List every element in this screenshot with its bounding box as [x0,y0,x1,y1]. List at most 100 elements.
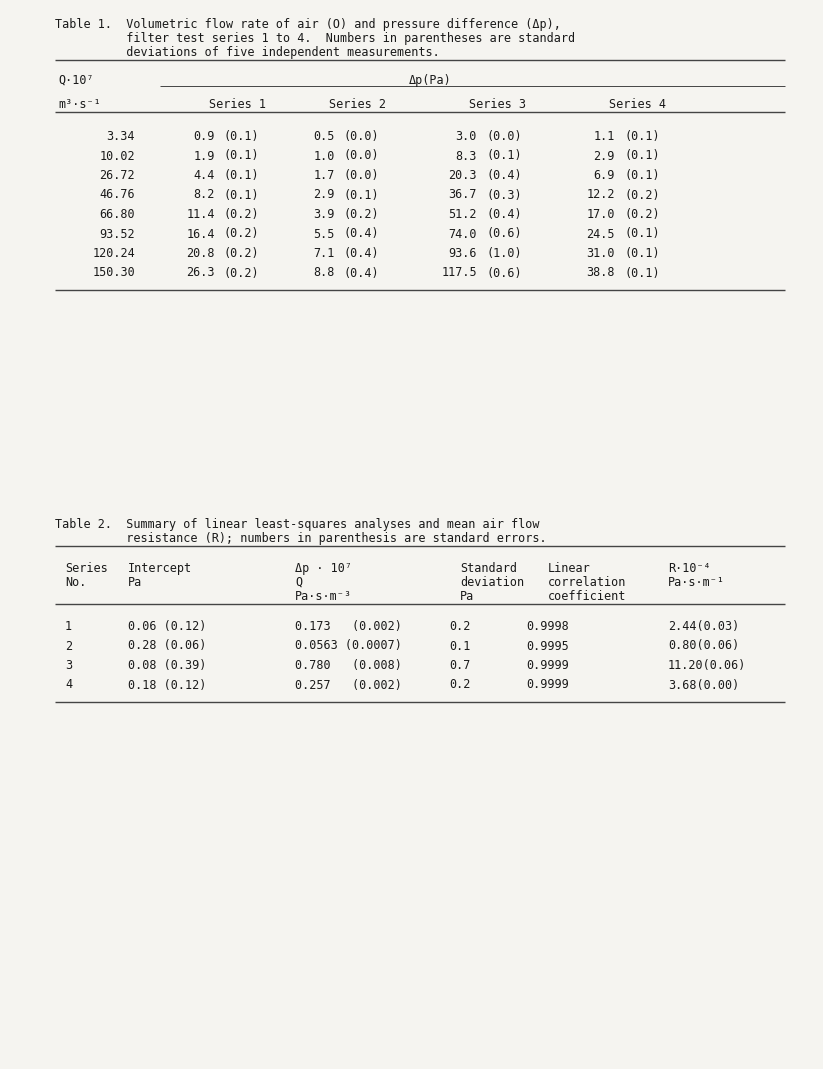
Text: 3.68(0.00): 3.68(0.00) [668,679,739,692]
Text: deviations of five independent measurements.: deviations of five independent measureme… [55,46,439,59]
Text: filter test series 1 to 4.  Numbers in parentheses are standard: filter test series 1 to 4. Numbers in pa… [55,32,575,45]
Text: Δp · 10⁷: Δp · 10⁷ [295,562,352,575]
Text: 0.0563 (0.0007): 0.0563 (0.0007) [295,639,402,652]
Text: 1.9: 1.9 [193,150,215,162]
Text: (0.0): (0.0) [344,130,379,143]
Text: 11.20(0.06): 11.20(0.06) [668,659,746,672]
Text: correlation: correlation [548,576,626,589]
Text: 38.8: 38.8 [587,266,615,279]
Text: Pa·s·m⁻¹: Pa·s·m⁻¹ [668,576,725,589]
Text: 5.5: 5.5 [314,228,335,241]
Text: 0.7: 0.7 [449,659,471,672]
Text: 0.2: 0.2 [449,620,471,633]
Text: (0.2): (0.2) [224,228,259,241]
Text: 6.9: 6.9 [593,169,615,182]
Text: (0.1): (0.1) [224,150,259,162]
Text: 36.7: 36.7 [449,188,477,201]
Text: 0.08 (0.39): 0.08 (0.39) [128,659,207,672]
Text: (0.4): (0.4) [344,266,379,279]
Text: 66.80: 66.80 [100,208,135,221]
Text: Linear: Linear [548,562,591,575]
Text: 51.2: 51.2 [449,208,477,221]
Text: 2.9: 2.9 [593,150,615,162]
Text: 0.1: 0.1 [449,639,471,652]
Text: 0.257   (0.002): 0.257 (0.002) [295,679,402,692]
Text: 1.7: 1.7 [314,169,335,182]
Text: Δp(Pa): Δp(Pa) [409,74,451,87]
Text: Pa: Pa [460,590,474,603]
Text: 10.02: 10.02 [100,150,135,162]
Text: 12.2: 12.2 [587,188,615,201]
Text: 3.34: 3.34 [106,130,135,143]
Text: (0.2): (0.2) [224,208,259,221]
Text: 0.9: 0.9 [193,130,215,143]
Text: 1.0: 1.0 [314,150,335,162]
Text: 8.2: 8.2 [193,188,215,201]
Text: No.: No. [65,576,86,589]
Text: R·10⁻⁴: R·10⁻⁴ [668,562,711,575]
Text: (0.0): (0.0) [344,169,379,182]
Text: deviation: deviation [460,576,524,589]
Text: 1.1: 1.1 [593,130,615,143]
Text: 4: 4 [65,679,72,692]
Text: (0.2): (0.2) [625,188,661,201]
Text: Q·10⁷: Q·10⁷ [58,74,94,87]
Text: (0.4): (0.4) [487,169,523,182]
Text: (0.1): (0.1) [625,266,661,279]
Text: resistance (R); numbers in parenthesis are standard errors.: resistance (R); numbers in parenthesis a… [55,532,546,545]
Text: (0.1): (0.1) [625,247,661,260]
Text: (0.1): (0.1) [625,169,661,182]
Text: Table 1.  Volumetric flow rate of air (O) and pressure difference (Δp),: Table 1. Volumetric flow rate of air (O)… [55,18,561,31]
Text: 0.80(0.06): 0.80(0.06) [668,639,739,652]
Text: (0.4): (0.4) [487,208,523,221]
Text: Table 2.  Summary of linear least-squares analyses and mean air flow: Table 2. Summary of linear least-squares… [55,518,540,531]
Text: 0.9998: 0.9998 [527,620,570,633]
Text: Series 2: Series 2 [329,98,387,111]
Text: 117.5: 117.5 [441,266,477,279]
Text: 24.5: 24.5 [587,228,615,241]
Text: 16.4: 16.4 [187,228,215,241]
Text: 0.28 (0.06): 0.28 (0.06) [128,639,207,652]
Text: 0.9995: 0.9995 [527,639,570,652]
Text: 17.0: 17.0 [587,208,615,221]
Text: 11.4: 11.4 [187,208,215,221]
Text: Standard: Standard [460,562,517,575]
Text: (0.1): (0.1) [224,188,259,201]
Text: 1: 1 [65,620,72,633]
Text: 31.0: 31.0 [587,247,615,260]
Text: (0.1): (0.1) [625,130,661,143]
Text: Series 3: Series 3 [469,98,527,111]
Text: (0.0): (0.0) [487,130,523,143]
Text: 2.44(0.03): 2.44(0.03) [668,620,739,633]
Text: 150.30: 150.30 [92,266,135,279]
Text: (0.1): (0.1) [487,150,523,162]
Text: (0.1): (0.1) [224,130,259,143]
Text: 93.52: 93.52 [100,228,135,241]
Text: 0.9999: 0.9999 [527,659,570,672]
Text: (0.2): (0.2) [224,247,259,260]
Text: coefficient: coefficient [548,590,626,603]
Text: Series: Series [65,562,108,575]
Text: (0.1): (0.1) [344,188,379,201]
Text: 0.06 (0.12): 0.06 (0.12) [128,620,207,633]
Text: 8.3: 8.3 [456,150,477,162]
Text: 26.3: 26.3 [187,266,215,279]
Text: 3.0: 3.0 [456,130,477,143]
Text: 46.76: 46.76 [100,188,135,201]
Text: (0.0): (0.0) [344,150,379,162]
Text: Intercept: Intercept [128,562,192,575]
Text: (0.4): (0.4) [344,247,379,260]
Text: (0.2): (0.2) [224,266,259,279]
Text: Pa·s·m⁻³: Pa·s·m⁻³ [295,590,352,603]
Text: Pa: Pa [128,576,142,589]
Text: (0.6): (0.6) [487,266,523,279]
Text: 3.9: 3.9 [314,208,335,221]
Text: (1.0): (1.0) [487,247,523,260]
Text: 3: 3 [65,659,72,672]
Text: 8.8: 8.8 [314,266,335,279]
Text: (0.1): (0.1) [625,228,661,241]
Text: 2.9: 2.9 [314,188,335,201]
Text: 0.780   (0.008): 0.780 (0.008) [295,659,402,672]
Text: 74.0: 74.0 [449,228,477,241]
Text: 120.24: 120.24 [92,247,135,260]
